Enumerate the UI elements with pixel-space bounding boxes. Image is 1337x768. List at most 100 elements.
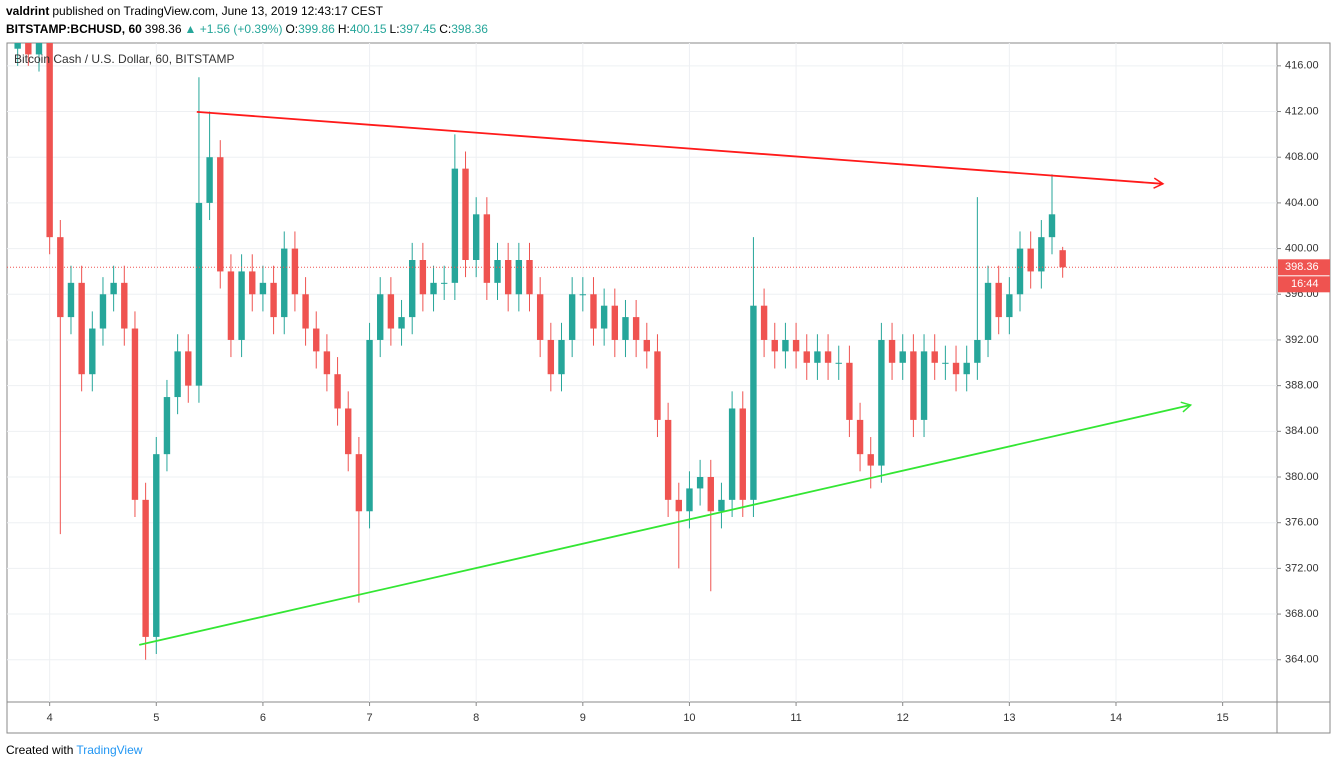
candle-body bbox=[1027, 248, 1034, 272]
last-price-box bbox=[1278, 259, 1330, 276]
candle-body bbox=[238, 271, 245, 340]
y-tick-label: 384.00 bbox=[1285, 425, 1319, 437]
x-tick-label: 11 bbox=[790, 712, 801, 724]
l: 397.45 bbox=[399, 22, 437, 36]
x-tick-label: 12 bbox=[897, 712, 909, 724]
candle-body bbox=[206, 157, 213, 203]
x-tick-label: 15 bbox=[1216, 712, 1228, 724]
candle-body bbox=[110, 282, 117, 295]
candle-body bbox=[334, 374, 341, 409]
candle-body bbox=[494, 260, 501, 283]
candle-body bbox=[142, 499, 149, 637]
candle-body bbox=[409, 260, 416, 318]
candle-body bbox=[718, 499, 725, 512]
symbol: BITSTAMP:BCHUSD, 60 bbox=[6, 22, 142, 36]
candle-body bbox=[920, 351, 928, 420]
x-tick-label: 7 bbox=[366, 712, 372, 724]
candle-body bbox=[515, 260, 523, 295]
candle-body bbox=[974, 339, 981, 363]
candle-body bbox=[259, 282, 267, 295]
candle-body bbox=[696, 477, 704, 489]
candle-body bbox=[131, 328, 139, 500]
candle-body bbox=[366, 339, 373, 512]
candle-body bbox=[472, 214, 480, 261]
candle-body bbox=[856, 419, 864, 455]
candle-body bbox=[814, 351, 821, 363]
candle-body bbox=[249, 271, 256, 295]
candle-body bbox=[185, 351, 192, 386]
brand[interactable]: TradingView bbox=[76, 743, 143, 757]
y-tick-label: 400.00 bbox=[1285, 242, 1319, 254]
candle-body bbox=[792, 339, 800, 352]
trendline bbox=[139, 401, 1193, 646]
candle-body bbox=[750, 305, 757, 500]
candle-body bbox=[57, 237, 64, 318]
candle-body bbox=[600, 305, 608, 329]
candle-body bbox=[835, 362, 842, 364]
candle-body bbox=[728, 408, 736, 500]
footer: Created with TradingView bbox=[6, 743, 145, 757]
candle-body bbox=[707, 477, 714, 512]
chart-title: Bitcoin Cash / U.S. Dollar, 60, BITSTAMP bbox=[14, 52, 235, 66]
y-tick-label: 408.00 bbox=[1285, 151, 1319, 163]
candle-body bbox=[419, 260, 427, 295]
candle-body bbox=[1038, 237, 1045, 272]
candle-body bbox=[536, 294, 544, 340]
candle-body bbox=[163, 397, 171, 455]
candle-body bbox=[1048, 214, 1056, 238]
y-tick-label: 412.00 bbox=[1285, 105, 1319, 117]
candle-body bbox=[291, 248, 299, 295]
candle-body bbox=[579, 294, 587, 296]
candle-body bbox=[227, 271, 235, 340]
candle-body bbox=[867, 454, 874, 466]
candle-body bbox=[760, 305, 768, 340]
candle-body bbox=[430, 282, 437, 295]
y-tick-label: 388.00 bbox=[1285, 380, 1319, 392]
candle-body bbox=[377, 294, 384, 340]
candle-body bbox=[313, 328, 320, 352]
candle-body bbox=[952, 362, 960, 375]
y-tick-label: 364.00 bbox=[1285, 654, 1319, 666]
header-line-2: BITSTAMP:BCHUSD, 60 398.36 ▲ +1.56 (+0.39%… bbox=[6, 22, 491, 36]
candle-body bbox=[739, 408, 746, 500]
countdown-label: 16:44 bbox=[1291, 278, 1319, 290]
candle-body bbox=[67, 282, 75, 318]
c: 398.36 bbox=[451, 22, 488, 36]
last-price-label: 398.36 bbox=[1285, 261, 1319, 273]
candle-body bbox=[888, 339, 896, 363]
h: 400.15 bbox=[349, 22, 387, 36]
axes: 364.00 368.00 372.00 376.00 380.00 384.00 388.… bbox=[47, 60, 1330, 724]
candle-body bbox=[78, 282, 85, 375]
candle-body bbox=[846, 362, 853, 420]
candle-body bbox=[195, 202, 203, 386]
l-label: L: bbox=[389, 22, 400, 36]
candle-body bbox=[1059, 250, 1066, 268]
author: valdrint bbox=[6, 4, 50, 18]
y-tick-label: 372.00 bbox=[1285, 562, 1319, 574]
candle-body bbox=[35, 43, 43, 55]
candle-body bbox=[675, 499, 682, 512]
candle-body bbox=[568, 294, 576, 340]
x-tick-label: 10 bbox=[683, 712, 695, 724]
x-tick-label: 5 bbox=[153, 712, 159, 724]
candle-body bbox=[217, 157, 224, 272]
candle-body bbox=[1006, 294, 1013, 318]
candle-body bbox=[451, 168, 459, 283]
candle-body bbox=[25, 43, 32, 55]
candle-body bbox=[99, 294, 107, 329]
candle-body bbox=[281, 248, 288, 318]
candle-body bbox=[526, 260, 533, 295]
candle-body bbox=[558, 339, 565, 375]
o-label: O: bbox=[285, 22, 299, 36]
candle-body bbox=[1016, 248, 1024, 295]
countdown-box bbox=[1278, 276, 1330, 293]
candle-body bbox=[504, 260, 512, 295]
candle-body bbox=[590, 294, 597, 329]
candle-body bbox=[547, 339, 555, 375]
candle-body bbox=[611, 305, 619, 340]
y-tick-label: 416.00 bbox=[1285, 60, 1319, 72]
x-tick-label: 9 bbox=[580, 712, 586, 724]
x-tick-label: 13 bbox=[1003, 712, 1015, 724]
frame bbox=[6, 42, 1331, 734]
